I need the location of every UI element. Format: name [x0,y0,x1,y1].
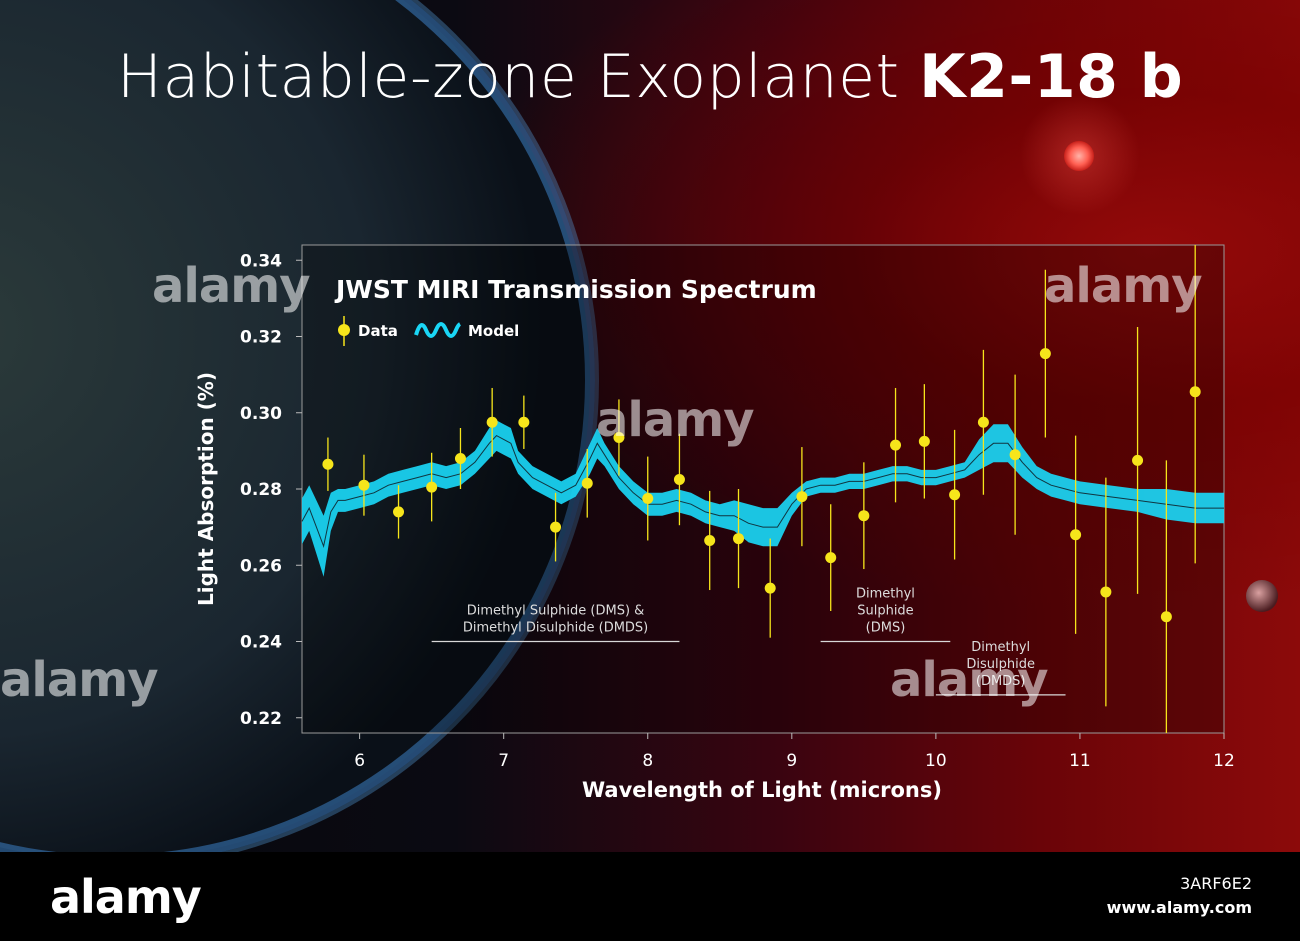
data-point [1189,386,1201,398]
title-regular: Habitable-zone Exoplanet [116,42,900,112]
data-layer [322,245,1201,733]
watermark: alamy [1044,258,1203,314]
data-point [673,473,685,485]
footer-logo: alamy [50,870,202,924]
data-point [581,477,593,489]
data-point [764,582,776,594]
y-tick-label: 0.22 [240,709,282,729]
data-point [890,439,902,451]
data-point [1100,586,1112,598]
planet-k2-18b [0,0,595,852]
data-point [977,416,989,428]
annotation-layer: Dimethyl Sulphide (DMS) & Dimethyl Disulp… [431,587,1066,696]
x-tick-label: 7 [498,751,509,771]
data-point [1009,449,1021,461]
model-median-line [301,434,1224,548]
data-point [550,521,562,533]
x-tick-label: 10 [925,751,947,771]
data-point [1070,529,1082,541]
watermark: alamy [596,392,755,448]
data-point [858,510,870,522]
x-tick-label: 12 [1213,751,1235,771]
data-point [1160,611,1172,623]
image-code: 3ARF6E2 [1180,874,1252,893]
data-point [613,432,625,444]
y-tick-label: 0.26 [240,556,282,576]
model-uncertainty-band [302,420,1224,577]
planet-atmosphere-glow [221,0,599,852]
watermark: alamy [152,258,311,314]
annotation-label: Disulphide [966,657,1035,672]
page-title: Habitable-zone Exoplanet K2-18 b [0,42,1300,112]
title-bold: K2-18 b [919,42,1184,112]
x-tick-label: 8 [642,751,653,771]
red-dwarf-star [1064,141,1094,171]
y-tick-label: 0.28 [240,480,282,500]
y-axis-label: Light Absorption (%) [194,372,218,606]
data-point [825,552,837,564]
chart-title: JWST MIRI Transmission Spectrum [334,275,817,304]
data-point [704,534,716,546]
data-point [322,458,334,470]
data-point [486,416,498,428]
footer-bar: alamy 3ARF6E2 www.alamy.com [0,852,1300,941]
x-tick-label: 6 [354,751,365,771]
y-tick-label: 0.24 [240,633,282,653]
data-point [796,491,808,503]
annotation-label: Dimethyl [971,640,1030,655]
data-point [1039,348,1051,360]
data-point [518,416,530,428]
annotation-label: Dimethyl Disulphide (DMDS) [463,621,648,636]
axis-ticks: 6 7 8 9 10 11 12 0.22 0.24 0.26 0.28 0.30 0.32 0.34 [240,251,1235,771]
x-axis-label: Wavelength of Light (microns) [582,778,942,802]
data-point [949,489,961,501]
legend-model-label: Model [468,322,519,340]
small-moon [1246,580,1278,612]
x-tick-label: 9 [786,751,797,771]
data-point [918,435,930,447]
legend-model-wave-icon [414,322,462,338]
legend-data-marker [338,324,350,336]
watermark: alamy [0,652,159,708]
space-background [0,0,1278,852]
annotation-label: Dimethyl [856,587,915,602]
legend: Data Model [338,316,519,346]
annotation-label: (DMS) [866,621,906,636]
annotation-label: Sulphide [857,604,913,619]
data-point [426,481,438,493]
model-layer [301,420,1224,577]
site-url: www.alamy.com [1106,898,1252,917]
y-tick-label: 0.30 [240,404,282,424]
y-tick-label: 0.34 [240,251,282,271]
data-point [454,453,466,464]
spectrum-chart: 6 7 8 9 10 11 12 0.22 0.24 0.26 0.28 0.30 0.32 0.34 D… [194,244,1235,802]
data-point [1132,454,1144,466]
annotation-label: (DMDS) [976,674,1026,689]
data-point [393,506,405,518]
data-point [733,533,745,545]
infographic-stage: Habitable-zone Exoplanet K2-18 b 6 7 8 9 10 1… [0,0,1300,852]
annotation-label: Dimethyl Sulphide (DMS) & [467,604,645,619]
legend-data-label: Data [358,322,398,340]
data-point [358,479,370,491]
watermark: alamy [890,652,1049,708]
y-tick-label: 0.32 [240,328,282,348]
data-point [642,493,654,505]
x-tick-label: 11 [1069,751,1091,771]
